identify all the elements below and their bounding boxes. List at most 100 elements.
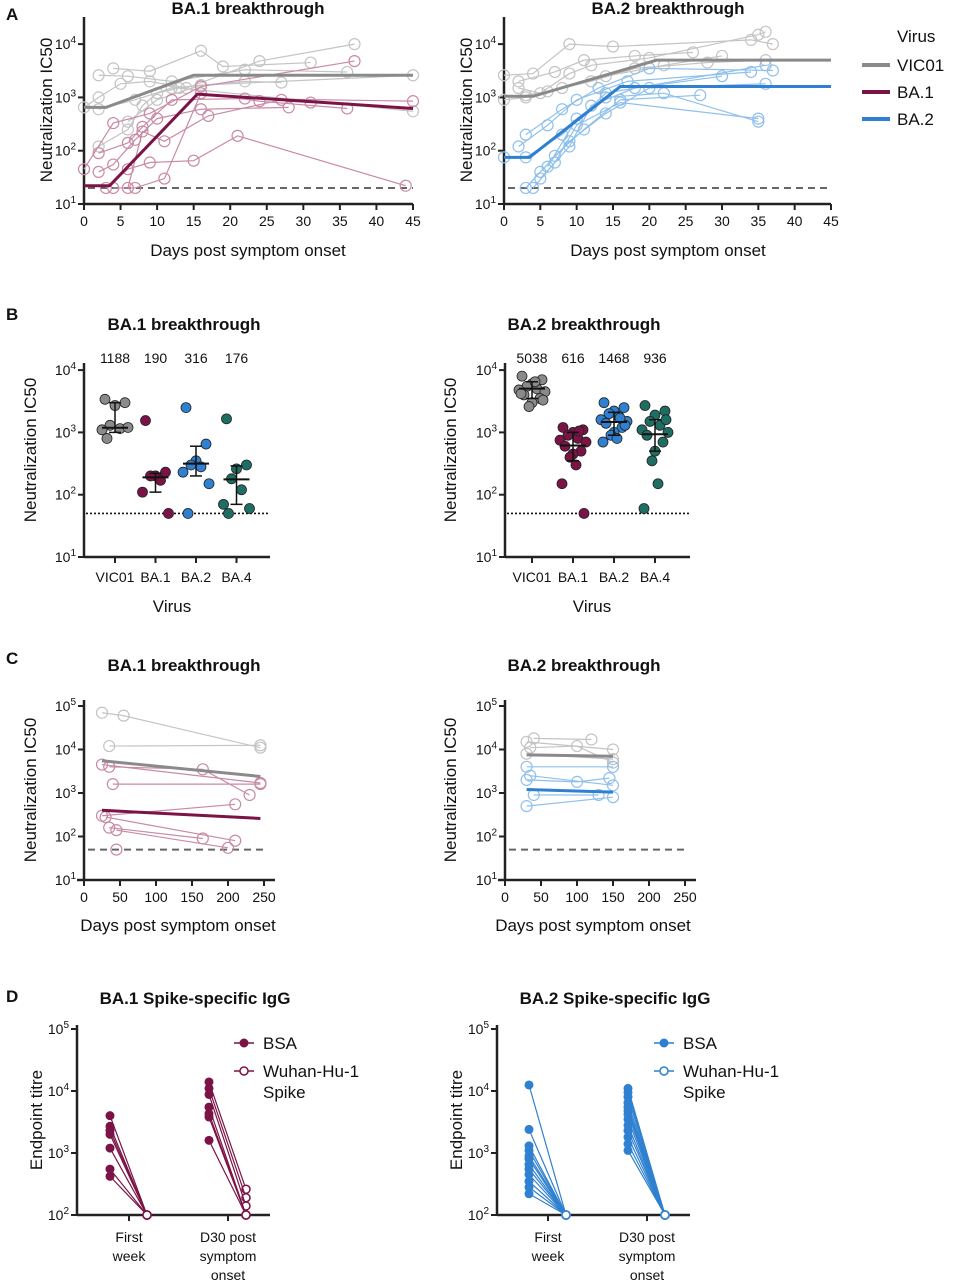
data-point-BA.1	[106, 778, 119, 791]
data-point	[644, 416, 656, 427]
data-point-VIC01	[752, 28, 765, 41]
data-point-bsa	[204, 1089, 214, 1099]
y-tick-label: 104	[55, 361, 77, 378]
data-point-BA.2	[563, 140, 576, 153]
data-point	[241, 459, 252, 471]
data-point-bsa	[623, 1126, 633, 1136]
data-point-VIC01	[570, 739, 584, 753]
data-point-BA.1	[194, 87, 208, 100]
data-point-VIC01	[253, 54, 266, 68]
y-tick-label: 103	[475, 88, 497, 105]
data-point-VIC01	[121, 123, 134, 136]
data-point-VIC01	[341, 65, 354, 79]
panel-letter-c: C	[6, 649, 18, 668]
chart-c-left: BA.1 breakthrough Neutralization IC50 101 1…	[21, 656, 276, 935]
y-axis-label: Endpoint titre	[447, 1070, 466, 1170]
x-tick-label: D30 post	[200, 1229, 256, 1245]
data-point-BA.2	[548, 149, 561, 162]
data-point-BA.1	[103, 821, 116, 834]
data-point-BA.1	[99, 181, 113, 195]
y-tick-label: 103	[55, 423, 77, 440]
data-point-VIC01	[563, 37, 576, 51]
data-point-VIC01	[524, 741, 537, 754]
data-point-BA.1	[158, 135, 171, 148]
data-point-BA.1	[92, 165, 105, 179]
data-point	[600, 417, 612, 429]
x-tick-label: BA.1	[558, 569, 589, 585]
y-tick-label: 102	[476, 486, 498, 503]
x-tick-label: 0	[500, 213, 508, 229]
data-point-BA.2	[526, 181, 540, 195]
individual-line-BA.1	[113, 92, 348, 189]
data-point-VIC01	[275, 76, 288, 89]
x-tick-label: BA.1	[140, 569, 171, 585]
data-point-bsa	[623, 1145, 633, 1155]
data-point	[515, 388, 527, 399]
x-tick-label: BA.4	[640, 569, 671, 585]
data-point-BA.2	[524, 769, 537, 782]
legend-label-ba1: BA.1	[897, 83, 934, 102]
data-point	[657, 436, 669, 448]
x-tick-label: 20	[222, 213, 238, 229]
individual-line-VIC01	[109, 744, 261, 747]
y-tick-label: 103	[55, 784, 77, 801]
y-tick-label: 104	[55, 35, 77, 52]
data-point	[618, 402, 630, 414]
data-point-BA.1	[399, 179, 412, 192]
data-point	[163, 508, 174, 519]
x-tick-label: symptom	[619, 1248, 676, 1264]
x-tick-label: 40	[787, 213, 803, 229]
data-point-BA.2	[614, 93, 627, 106]
legend-marker-bsa	[239, 1038, 249, 1048]
y-tick-label: 102	[48, 1206, 70, 1223]
y-tick-label: 102	[475, 142, 497, 159]
legend-marker-bsa	[659, 1038, 669, 1048]
data-point-bsa	[623, 1132, 633, 1142]
pair-line	[528, 1186, 567, 1216]
y-axis-label: Endpoint titre	[27, 1070, 46, 1170]
data-point-BA.2	[548, 156, 561, 169]
y-tick-label: 101	[475, 195, 497, 212]
data-point-VIC01	[759, 25, 772, 38]
individual-line-BA.1	[98, 106, 289, 173]
y-tick-label: 103	[55, 88, 77, 105]
data-point-VIC01	[512, 75, 525, 88]
x-tick-label: 250	[673, 889, 697, 905]
data-point-bsa	[204, 1102, 214, 1112]
x-tick-label: 250	[252, 889, 276, 905]
pair-line	[208, 1116, 247, 1216]
data-point-BA.1	[194, 103, 208, 116]
data-point-BA.1	[143, 156, 156, 169]
individual-line-BA.2	[526, 777, 610, 783]
data-point-VIC01	[520, 735, 533, 748]
pair-line	[528, 1084, 567, 1216]
x-tick-label: 10	[569, 213, 585, 229]
data-point-BA.1	[406, 95, 420, 108]
data-point-VIC01	[606, 756, 620, 769]
pair-line	[528, 1168, 567, 1216]
data-point	[570, 459, 582, 471]
legend-marker-spike	[659, 1066, 669, 1076]
data-point-BA.2	[520, 799, 533, 813]
data-point-bsa	[105, 1171, 115, 1181]
y-tick-label: 105	[476, 697, 498, 714]
individual-line-VIC01	[518, 31, 766, 94]
y-tick-label: 103	[468, 1144, 490, 1161]
data-point-bsa	[105, 1164, 115, 1174]
individual-line-VIC01	[113, 50, 311, 72]
data-point-VIC01	[92, 69, 105, 82]
x-tick-label: 100	[565, 889, 589, 905]
data-point-bsa	[524, 1170, 534, 1180]
data-point-VIC01	[114, 77, 127, 90]
data-point	[652, 478, 664, 490]
data-point-VIC01	[585, 733, 598, 746]
data-point-BA.2	[759, 77, 772, 90]
fit-line-VIC01	[84, 73, 413, 109]
chart-title: BA.2 breakthrough	[507, 656, 660, 675]
data-point	[244, 503, 255, 514]
fit-line-VIC01	[526, 753, 614, 758]
x-tick-label: VIC01	[96, 569, 135, 585]
median-label: 616	[561, 350, 585, 366]
data-point-BA.1	[253, 95, 266, 108]
individual-line-BA.1	[109, 827, 203, 840]
